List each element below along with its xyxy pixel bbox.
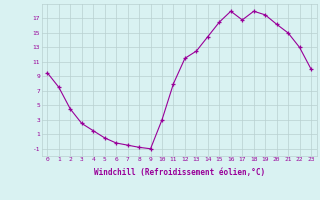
X-axis label: Windchill (Refroidissement éolien,°C): Windchill (Refroidissement éolien,°C) <box>94 168 265 177</box>
